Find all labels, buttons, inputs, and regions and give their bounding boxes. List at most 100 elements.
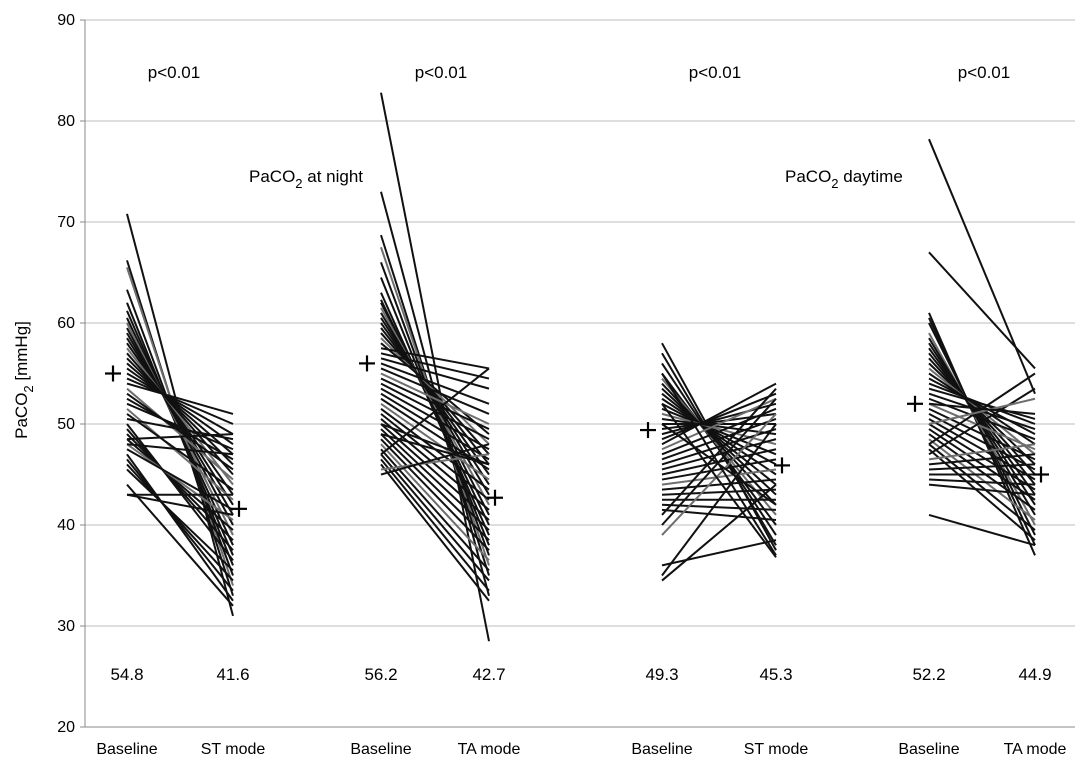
- patient-line: [928, 443, 1036, 531]
- patient-line: [661, 398, 777, 526]
- followup-mean-label: 45.3: [759, 665, 792, 684]
- patient-line: [928, 377, 1036, 435]
- followup-mean-label: 44.9: [1018, 665, 1051, 684]
- patient-line: [661, 403, 777, 558]
- mean-markers: [105, 355, 1049, 517]
- baseline-mean-label: 54.8: [110, 665, 143, 684]
- patient-line: [661, 413, 777, 536]
- y-axis-label: PaCO2 [mmHg]: [12, 321, 36, 439]
- patient-line: [126, 443, 234, 456]
- patient-line: [126, 453, 234, 602]
- p-value-label: p<0.01: [689, 63, 741, 82]
- x-category-label: TA mode: [1004, 741, 1067, 758]
- patient-line: [126, 433, 234, 541]
- patient-line: [661, 412, 777, 446]
- patient-line: [661, 417, 777, 436]
- y-tick-label: 60: [57, 315, 75, 332]
- patient-line: [126, 392, 234, 471]
- patient-line: [661, 397, 777, 451]
- patient-line: [380, 443, 490, 476]
- patient-line: [380, 438, 490, 551]
- x-category-label: ST mode: [744, 741, 809, 758]
- patient-line: [928, 438, 1036, 521]
- patient-line: [928, 423, 1036, 491]
- y-tick-label: 70: [57, 214, 75, 231]
- patient-line: [380, 307, 490, 506]
- patient-line: [661, 483, 777, 582]
- patient-line: [126, 448, 234, 511]
- x-category-label: Baseline: [631, 741, 692, 758]
- patient-line: [126, 357, 234, 466]
- patient-line: [928, 478, 1036, 486]
- patient-line: [661, 387, 777, 516]
- patient-line: [380, 463, 490, 602]
- axes: [80, 19, 1075, 728]
- x-category-label: Baseline: [350, 741, 411, 758]
- patient-line: [661, 539, 777, 567]
- p-value-label: p<0.01: [148, 63, 200, 82]
- patient-line: [661, 468, 777, 486]
- y-tick-label: 20: [57, 719, 75, 736]
- patient-line: [126, 413, 234, 491]
- y-tick-label: 40: [57, 517, 75, 534]
- x-category-label: TA mode: [458, 741, 521, 758]
- patient-line: [380, 423, 490, 466]
- followup-mean-label: 42.7: [472, 665, 505, 684]
- patient-line: [661, 418, 777, 461]
- p-value-label: p<0.01: [415, 63, 467, 82]
- y-tick-label: 80: [57, 113, 75, 130]
- patient-line: [928, 138, 1036, 395]
- patient-line: [928, 453, 1036, 466]
- annotation-night: PaCO2 at night: [249, 167, 363, 191]
- patient-line: [126, 372, 234, 435]
- p-value-label: p<0.01: [958, 63, 1010, 82]
- patient-line: [126, 463, 234, 582]
- patient-line: [380, 402, 490, 481]
- patient-line: [126, 458, 234, 592]
- patient-line: [380, 428, 490, 531]
- patient-line: [126, 362, 234, 456]
- patient-line: [380, 347, 490, 370]
- patient-line: [661, 423, 777, 577]
- patient-line: [928, 397, 1036, 425]
- x-category-label: ST mode: [201, 741, 266, 758]
- patient-line: [380, 387, 490, 451]
- patient-line: [928, 418, 1036, 481]
- patient-line: [661, 382, 777, 446]
- patient-line: [380, 433, 490, 466]
- patient-line: [126, 352, 234, 476]
- patient-line: [380, 458, 490, 592]
- baseline-mean-label: 56.2: [364, 665, 397, 684]
- patient-line: [928, 387, 1036, 420]
- patient-line: [928, 483, 1036, 496]
- patient-line: [380, 372, 490, 425]
- patient-line: [380, 352, 490, 380]
- x-category-label: Baseline: [96, 741, 157, 758]
- patient-line: [380, 332, 490, 455]
- patient-line: [126, 443, 234, 521]
- patient-line: [928, 443, 1036, 461]
- patient-line: [928, 251, 1036, 370]
- gridlines: [85, 19, 1075, 627]
- y-tick-label: 30: [57, 618, 75, 635]
- patient-line: [928, 387, 1036, 456]
- patient-line: [380, 302, 490, 516]
- patient-line: [928, 428, 1036, 501]
- y-tick-label: 90: [57, 12, 75, 29]
- patient-line: [380, 413, 490, 501]
- patient-line: [661, 407, 777, 456]
- patient-line: [126, 438, 234, 531]
- baseline-mean-label: 49.3: [645, 665, 678, 684]
- patient-line: [380, 418, 490, 511]
- patient-line: [928, 413, 1036, 471]
- patient-line: [380, 443, 490, 562]
- annotation-daytime: PaCO2 daytime: [785, 167, 903, 191]
- patient-line: [661, 503, 777, 511]
- patient-line: [661, 508, 777, 521]
- baseline-mean-label: 52.2: [912, 665, 945, 684]
- patient-line: [126, 423, 234, 561]
- patient-line: [928, 433, 1036, 511]
- patient-line: [126, 433, 234, 441]
- patient-line: [126, 468, 234, 572]
- patient-lines: [126, 92, 1036, 642]
